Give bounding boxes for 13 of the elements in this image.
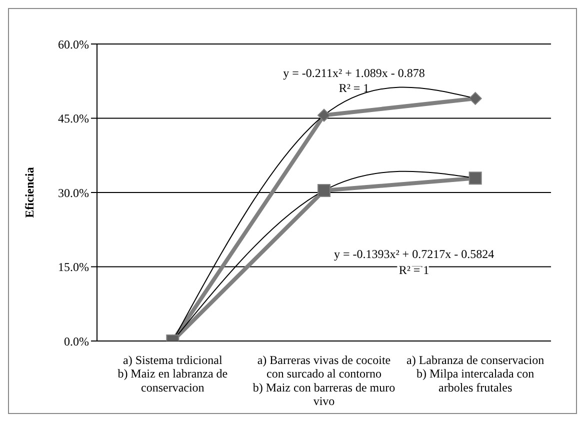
y-tick-label: 45.0%: [58, 112, 89, 126]
annotation: y = -0.1393x² + 0.7217x - 0.5824: [334, 247, 494, 261]
x-tick-label: a) Labranza de conservacion b) Milpa intercalada con arboles frutales: [406, 352, 544, 394]
annotation: R² = 1: [338, 81, 370, 95]
y-tick-label: 0.0%: [64, 334, 89, 348]
x-tick-label: a) Sistema trdicional b) Maiz en labranza de conservacion: [118, 352, 228, 394]
y-tick-label: 30.0%: [58, 186, 89, 200]
y-axis-title: Eficiencia: [22, 167, 36, 218]
x-tick-label: a) Barreras vivas de cocoite con surcado al contorno b) Maiz con barreras de muro vivo: [252, 352, 396, 408]
annotation: R² = 1: [398, 263, 430, 277]
annotation: y = -0.211x² + 1.089x - 0.878: [283, 66, 425, 80]
y-tick-label: 60.0%: [58, 37, 89, 52]
y-tick-label: 15.0%: [58, 260, 89, 274]
